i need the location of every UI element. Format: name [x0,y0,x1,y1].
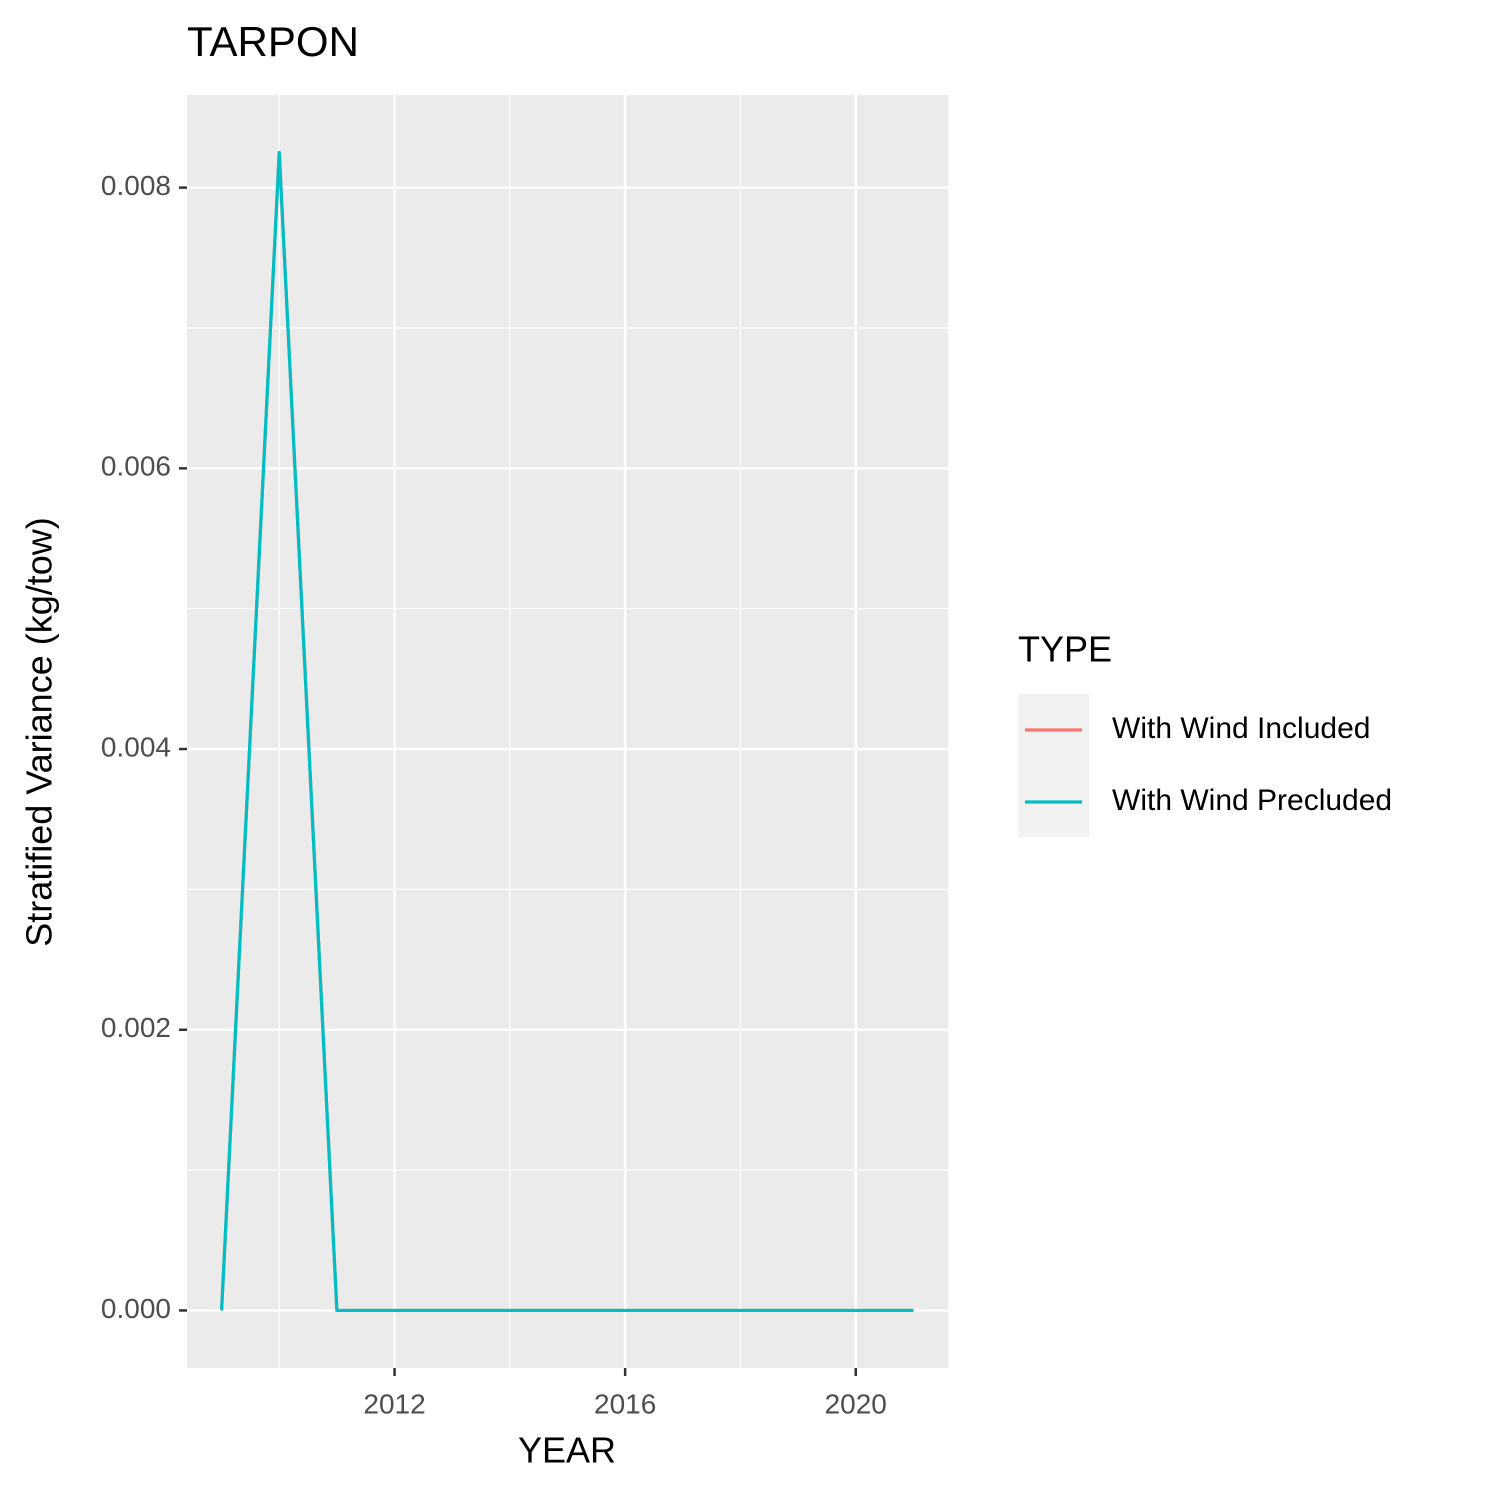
legend-label: With Wind Included [1112,712,1370,745]
plot-panel [187,95,948,1368]
legend-key-background [1018,694,1089,837]
x-tick-label: 2020 [825,1388,887,1419]
legend-title: TYPE [1018,629,1112,670]
y-tick-label: 0.006 [101,451,171,482]
y-tick-label: 0.004 [101,731,171,762]
y-tick-label: 0.000 [101,1293,171,1324]
y-tick-label: 0.002 [101,1012,171,1043]
series-line [219,150,914,1313]
y-axis-title: Stratified Variance (kg/tow) [19,517,60,947]
x-axis-title: YEAR [518,1430,616,1471]
x-tick-label: 2016 [594,1388,656,1419]
y-tick-label: 0.008 [101,170,171,201]
legend-label: With Wind Precluded [1112,784,1392,817]
chart-title: TARPON [187,18,359,65]
x-tick-label: 2012 [363,1388,425,1419]
